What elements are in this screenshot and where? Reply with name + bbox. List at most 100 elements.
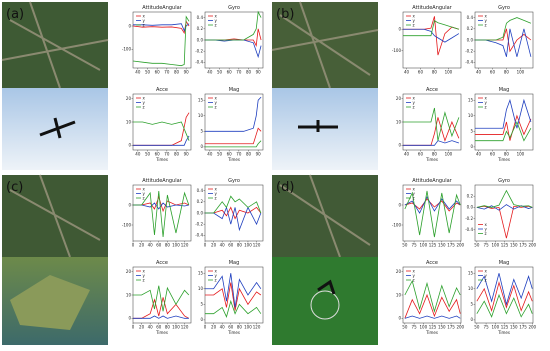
y-tick-label: 0 [128,202,131,207]
x-tick-label: 20 [211,325,217,330]
legend-label: y [413,18,416,23]
series-line [205,206,262,220]
x-axis-label: Times [227,330,240,335]
legend-label: x [215,13,218,18]
x-tick-label: 60 [490,70,496,75]
series-line [475,17,532,41]
legend-label: z [413,104,415,109]
series-line [403,140,460,146]
x-tick-label: 175 [447,243,455,248]
x-tick-label: 175 [447,325,455,330]
x-tick-label: 150 [510,243,518,248]
x-tick-label: 40 [207,70,213,75]
y-tick-label: 10 [396,292,402,297]
y-tick-label: -100 [122,47,132,52]
x-tick-label: 100 [491,325,499,330]
x-tick-label: 80 [174,70,180,75]
x-tick-label: 80 [165,325,171,330]
y-tick-label: 10 [198,113,204,118]
y-tick-label: -0.4 [195,233,203,238]
y-tick-label: 15 [198,271,204,276]
y-tick-label: -0.4 [195,60,203,65]
y-tick-label: 0.0 [467,205,474,210]
legend-label: x [413,186,416,191]
x-tick-label: 80 [504,70,510,75]
legend-label: y [215,273,218,278]
x-tick-label: 40 [476,152,482,157]
series-line [205,299,262,318]
x-axis-label: Times [425,157,438,162]
chart-title: AttitudeAngular [142,178,182,184]
x-tick-label: 100 [419,325,427,330]
series-line [133,135,190,146]
y-tick-label: 0.4 [467,15,474,20]
x-tick-label: 175 [519,243,527,248]
y-tick-label: 0 [200,144,203,149]
chart-title: Acce [426,87,438,93]
y-tick-label: 5 [200,302,203,307]
x-tick-label: 80 [174,152,180,157]
x-tick-label: 50 [474,325,480,330]
y-tick-label: 0.2 [467,26,474,31]
y-tick-label: -0.2 [465,49,473,54]
legend-label: z [143,104,145,109]
y-tick-label: 0 [398,143,401,148]
x-tick-label: 100 [445,70,453,75]
legend-label: y [485,226,488,231]
legend-label: x [485,13,488,18]
y-tick-label: 0.0 [197,37,204,42]
x-tick-label: 120 [181,325,189,330]
x-tick-label: 60 [418,152,424,157]
legend-label: z [413,22,415,27]
x-tick-label: 125 [429,325,437,330]
x-tick-label: 70 [236,152,242,157]
x-tick-label: 120 [253,325,261,330]
x-tick-label: 20 [139,243,145,248]
x-tick-label: 200 [528,325,536,330]
x-tick-label: 80 [432,152,438,157]
plot-frame [474,184,534,242]
panel-label: (d) [276,180,294,195]
series-line [476,293,533,318]
legend-label: z [413,195,415,200]
x-axis-label: Times [155,157,168,162]
x-tick-label: 100 [172,325,180,330]
legend-label: z [485,277,487,282]
x-tick-label: 40 [220,243,226,248]
y-tick-label: 15 [198,98,204,103]
chart-title: Gyro [498,5,510,11]
x-tick-label: 20 [211,243,217,248]
series-line [476,204,533,211]
legend-label: z [143,277,145,282]
y-tick-label: 15 [468,98,474,103]
series-line [133,195,190,213]
x-tick-label: 120 [181,243,189,248]
x-tick-label: 80 [237,325,243,330]
panel-a-images [1,1,109,170]
legend-label: x [413,95,416,100]
x-tick-label: 40 [148,325,154,330]
y-tick-label: 0.0 [197,210,204,215]
y-tick-label: 0.4 [197,188,204,193]
y-tick-label: 0 [398,316,401,321]
legend-label: x [215,268,218,273]
y-tick-label: 0.0 [467,37,474,42]
y-tick-label: 15 [468,271,474,276]
panel-c-images [2,174,108,345]
y-tick-label: 5 [470,129,473,134]
y-tick-label: -0.4 [465,227,473,232]
chart-title: Gyro [228,178,240,184]
plot-frame [402,266,462,324]
x-tick-label: 75 [484,243,490,248]
chart-title: Gyro [498,178,510,184]
series-line [133,121,190,141]
series-line [205,140,262,148]
y-tick-label: 10 [198,286,204,291]
chart-title: AttitudeAngular [142,5,182,11]
series-line [475,98,532,129]
chart-title: Mag [499,87,510,93]
x-tick-label: 0 [132,243,135,248]
legend-label: z [143,195,145,200]
series-line [476,189,533,208]
y-tick-label: -0.4 [465,60,473,65]
